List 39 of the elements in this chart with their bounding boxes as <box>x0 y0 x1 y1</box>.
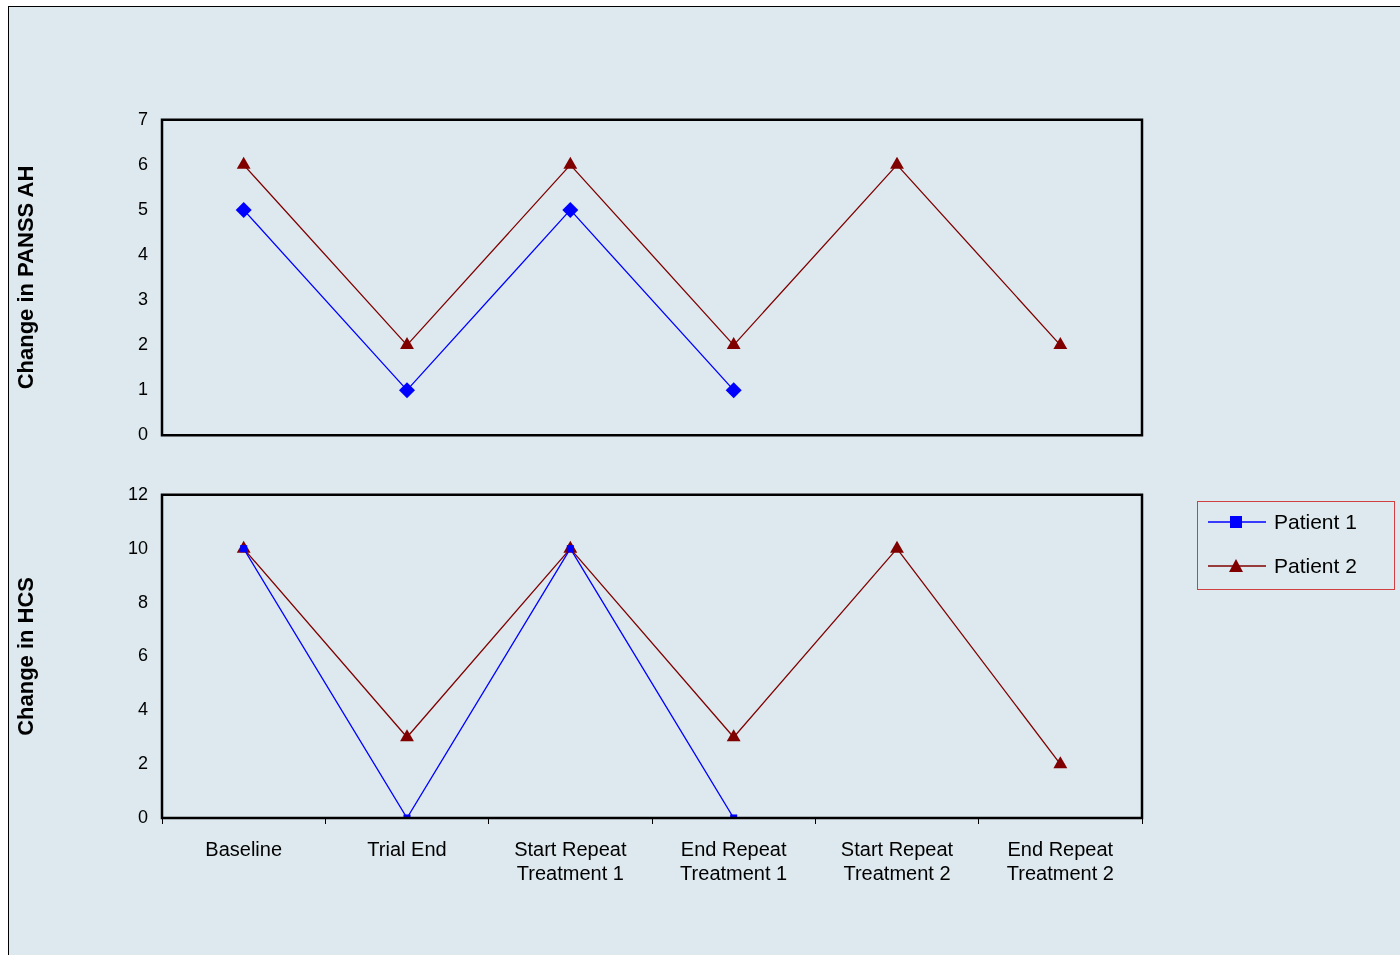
y-axis-title: Change in HCS <box>13 576 39 736</box>
y-tick-label: 1 <box>137 379 148 400</box>
y-tick-label: 6 <box>137 645 148 666</box>
legend-label: Patient 2 <box>1274 554 1357 578</box>
x-tick-label: Start Repeat Treatment 1 <box>514 837 627 884</box>
y-axis-title: Change in PANSS AH <box>13 165 39 390</box>
x-tick-label: End Repeat Treatment 1 <box>680 837 788 884</box>
y-tick-label: 7 <box>137 108 148 129</box>
point <box>726 337 741 350</box>
y-tick-label: 2 <box>137 334 148 355</box>
y-tick-label: 12 <box>127 483 148 504</box>
y-tick-label: 6 <box>137 153 148 174</box>
point <box>400 729 414 742</box>
y-tick-label: 5 <box>137 198 148 219</box>
point <box>890 540 904 553</box>
point <box>725 382 742 399</box>
y-tick-label: 3 <box>137 289 148 309</box>
y-tick-label: 4 <box>137 699 148 720</box>
y-tick-label: 4 <box>137 243 148 264</box>
point <box>726 729 741 742</box>
x-tick-label: Start Repeat Treatment 2 <box>840 837 954 884</box>
point <box>400 337 414 350</box>
legend-label: Patient 1 <box>1274 510 1357 534</box>
point <box>890 156 904 169</box>
point <box>235 201 252 218</box>
point <box>563 156 578 169</box>
x-tick-label: Baseline <box>205 837 283 860</box>
point <box>399 382 415 399</box>
x-tick-label: Trial End <box>367 837 447 860</box>
point <box>1053 337 1068 350</box>
point <box>236 156 251 169</box>
y-tick-label: 8 <box>137 591 148 612</box>
y-tick-label: 10 <box>127 537 148 558</box>
point <box>1053 756 1068 769</box>
y-tick-label: 0 <box>137 806 148 827</box>
y-tick-label: 0 <box>137 424 148 445</box>
point <box>562 201 579 218</box>
x-tick-label: End Repeat Treatment 2 <box>1006 837 1114 884</box>
y-tick-label: 2 <box>137 753 148 774</box>
